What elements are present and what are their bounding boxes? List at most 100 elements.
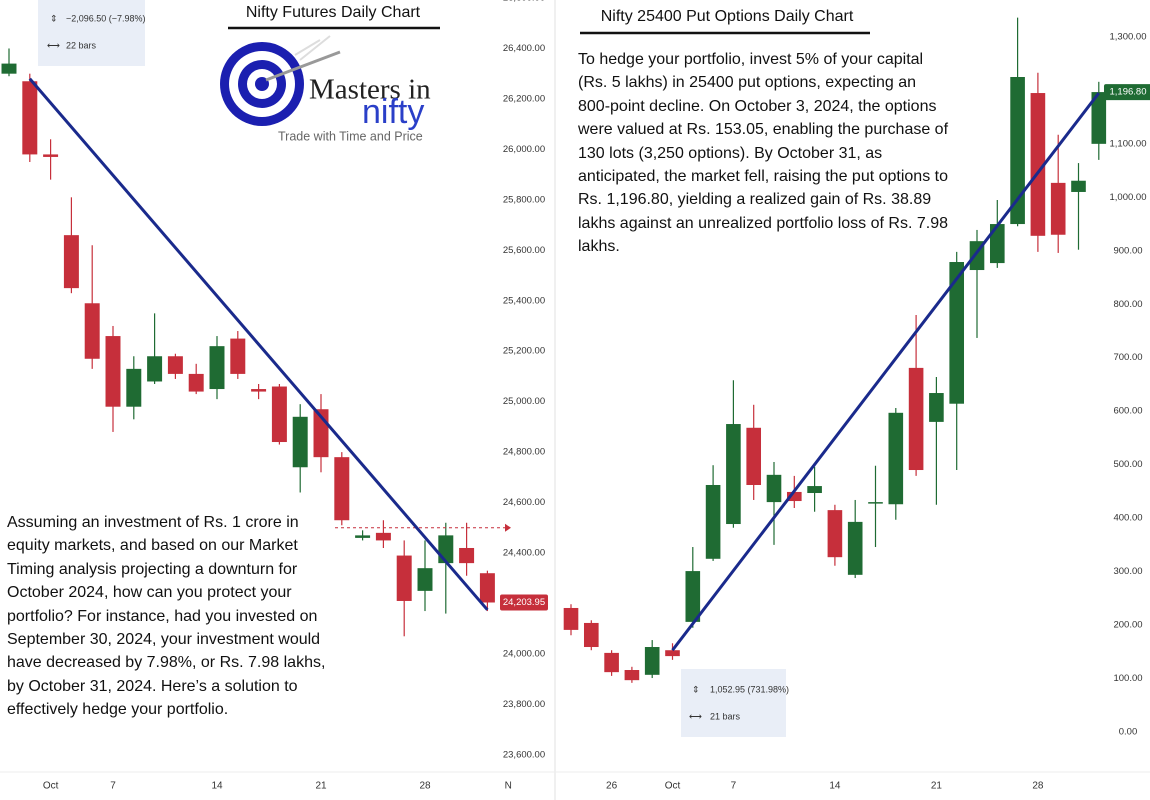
candle-body: [355, 535, 371, 538]
candle-body: [417, 568, 433, 591]
trend-line: [28, 77, 489, 611]
x-tick-label: 14: [829, 781, 841, 792]
candle-body: [563, 607, 579, 630]
y-tick-label: 24,600.00: [503, 497, 545, 508]
y-tick-label: 23,800.00: [503, 699, 545, 710]
candle-body: [1010, 77, 1025, 225]
candle-body: [583, 622, 599, 648]
x-tick-label: 7: [110, 781, 116, 792]
logo-text: nifty: [362, 93, 424, 131]
candle-body: [685, 571, 701, 622]
candle-body: [786, 491, 802, 502]
candle-body: [84, 303, 100, 359]
logo-arrow: [299, 35, 331, 61]
y-tick-label: 400.00: [1113, 513, 1142, 524]
price-label-box: [1104, 84, 1150, 101]
candle-body: [251, 389, 267, 392]
y-tick-label: 26,000.00: [503, 144, 545, 155]
measure-change: 1,052.95 (731.98%): [710, 684, 789, 694]
candle-body: [989, 224, 1005, 264]
y-tick-label: 1,100.00: [1110, 138, 1147, 149]
candle-body: [459, 547, 475, 564]
x-tick-label: 7: [731, 781, 737, 792]
candle-body: [908, 367, 924, 471]
y-tick-label: 200.00: [1113, 620, 1142, 631]
y-tick-label: 300.00: [1113, 566, 1142, 577]
y-tick-label: 25,800.00: [503, 194, 545, 205]
y-tick-label: 26,200.00: [503, 93, 545, 104]
x-tick-label: 21: [931, 781, 943, 792]
chart-title: Nifty 25400 Put Options Daily Chart: [601, 8, 854, 25]
price-label: 1,196.80: [1110, 87, 1147, 98]
x-tick-label: N: [505, 781, 512, 792]
left-paragraph: Assuming an investment of Rs. 1 crore in…: [7, 514, 326, 719]
candle-body: [396, 555, 412, 601]
candle-body: [868, 502, 883, 504]
candle-body: [644, 647, 660, 675]
y-tick-label: 800.00: [1113, 299, 1142, 310]
price-label: 24,203.95: [503, 597, 545, 608]
candle-body: [230, 338, 246, 374]
candle-body: [375, 532, 391, 541]
candle-body: [22, 81, 38, 155]
y-tick-label: 100.00: [1113, 673, 1142, 684]
measure-box: [681, 669, 786, 737]
candle-body: [604, 652, 619, 673]
candle-body: [624, 670, 640, 681]
measure-bars: 21 bars: [710, 711, 741, 721]
candle-body: [438, 535, 454, 564]
x-tick-label: Oct: [43, 781, 59, 792]
y-tick-label: 26,600.00: [503, 0, 545, 4]
x-tick-label: 26: [606, 781, 618, 792]
y-tick-label: 24,800.00: [503, 447, 545, 458]
candle-body: [1050, 182, 1066, 235]
x-tick-label: 21: [315, 781, 327, 792]
candle-body: [807, 486, 822, 494]
candle-body: [479, 573, 495, 603]
x-tick-label: Oct: [665, 781, 681, 792]
candle-body: [43, 154, 59, 157]
y-tick-label: 24,000.00: [503, 648, 545, 659]
measure-change: −2,096.50 (−7.98%): [66, 13, 146, 23]
candle-body: [292, 416, 308, 468]
measure-icon: ⇕: [50, 13, 58, 23]
y-tick-label: 24,400.00: [503, 548, 545, 559]
candle-body: [334, 457, 350, 521]
measure-icon: ⇕: [692, 684, 700, 694]
price-label-box: [500, 594, 548, 611]
candle-body: [147, 356, 163, 382]
y-tick-label: 0.00: [1119, 727, 1138, 738]
candle-body: [665, 650, 680, 657]
y-tick-label: 500.00: [1113, 459, 1142, 470]
level-arrow: [505, 523, 511, 532]
y-tick-label: 25,600.00: [503, 245, 545, 256]
candle-body: [188, 373, 204, 392]
candle-body: [1030, 93, 1046, 236]
logo-arrow: [294, 39, 321, 56]
logo-tagline: Trade with Time and Price: [278, 129, 423, 143]
y-tick-label: 900.00: [1113, 245, 1142, 256]
measure-bars: 22 bars: [66, 40, 97, 50]
y-tick-label: 23,600.00: [503, 749, 545, 760]
y-tick-label: 700.00: [1113, 352, 1142, 363]
candle-body: [126, 368, 142, 407]
candle-body: [105, 336, 121, 407]
candle-body: [209, 346, 225, 390]
y-tick-label: 25,000.00: [503, 396, 545, 407]
candle-body: [766, 474, 782, 503]
candle-body: [1091, 92, 1107, 144]
x-tick-label: 14: [211, 781, 223, 792]
candle-body: [827, 510, 843, 558]
y-tick-label: 25,200.00: [503, 346, 545, 357]
x-tick-label: 28: [419, 781, 431, 792]
candle-body: [705, 484, 721, 559]
y-tick-label: 1,000.00: [1110, 192, 1147, 203]
measure-icon: ⟷: [689, 711, 702, 721]
candle-body: [847, 521, 863, 575]
measure-icon: ⟷: [47, 40, 60, 50]
logo-arrow: [265, 50, 341, 82]
chart-title: Nifty Futures Daily Chart: [246, 4, 421, 21]
candle-body: [726, 424, 741, 525]
candle-body: [949, 262, 965, 404]
